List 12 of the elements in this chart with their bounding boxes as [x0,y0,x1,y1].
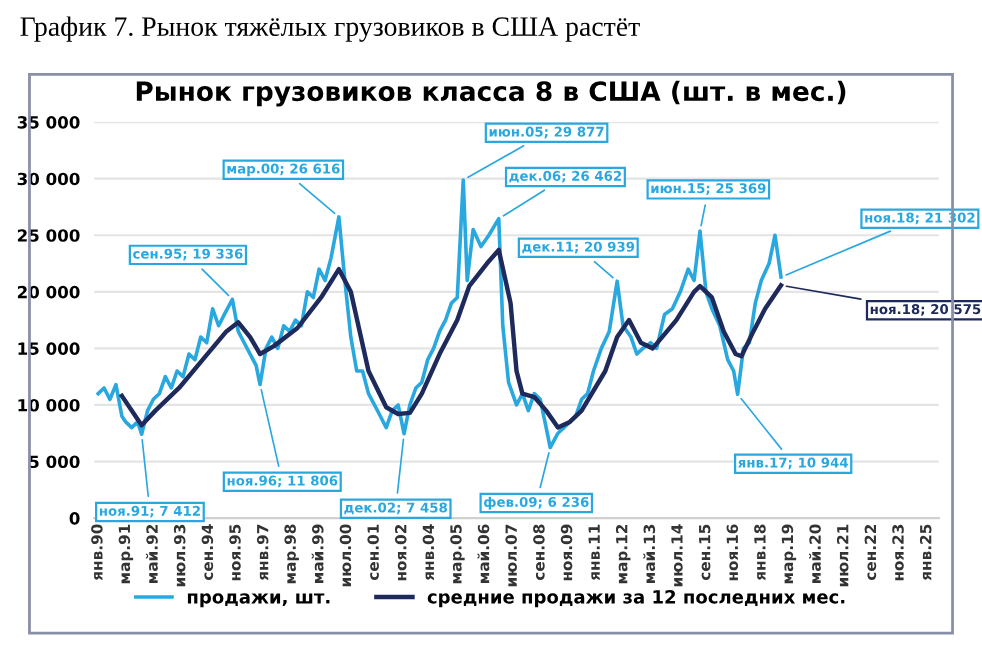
chart-title: График 7. Рынок тяжёлых грузовиков в США растёт [20,16,640,42]
y-tick-label: 0 [69,512,80,525]
legend-label: продажи, шт. [187,593,330,608]
y-tick-label: 25 000 [17,229,80,242]
y-tick-label: 5 000 [29,455,80,469]
y-tick-label: 15 000 [18,342,80,355]
chart-subtitle: Рынок грузовиков класса 8 в США (шт. в мес.) [136,80,846,107]
y-tick-label: 20 000 [17,285,80,299]
y-tick-label: 35 000 [17,116,80,129]
legend-label: средние продажи за 12 последних мес. [427,589,845,608]
y-tick-label: 10 000 [18,398,80,412]
y-tick-label: 30 000 [17,172,80,186]
